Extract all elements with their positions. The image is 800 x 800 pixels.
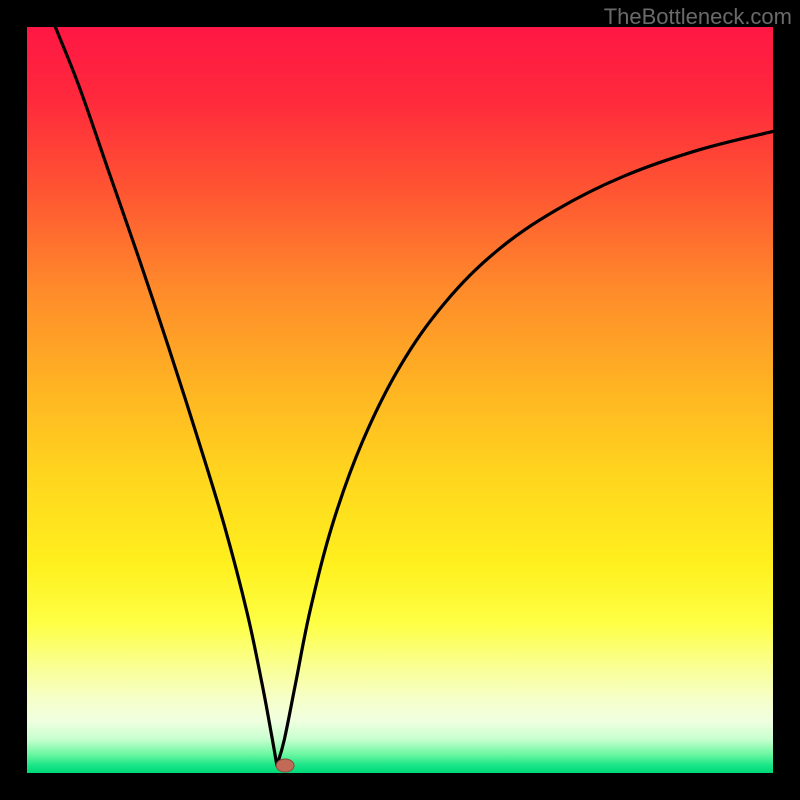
minimum-marker xyxy=(276,759,294,772)
watermark-text: TheBottleneck.com xyxy=(604,4,792,30)
plot-background xyxy=(27,27,773,773)
bottleneck-chart: TheBottleneck.com xyxy=(0,0,800,800)
chart-svg xyxy=(0,0,800,800)
